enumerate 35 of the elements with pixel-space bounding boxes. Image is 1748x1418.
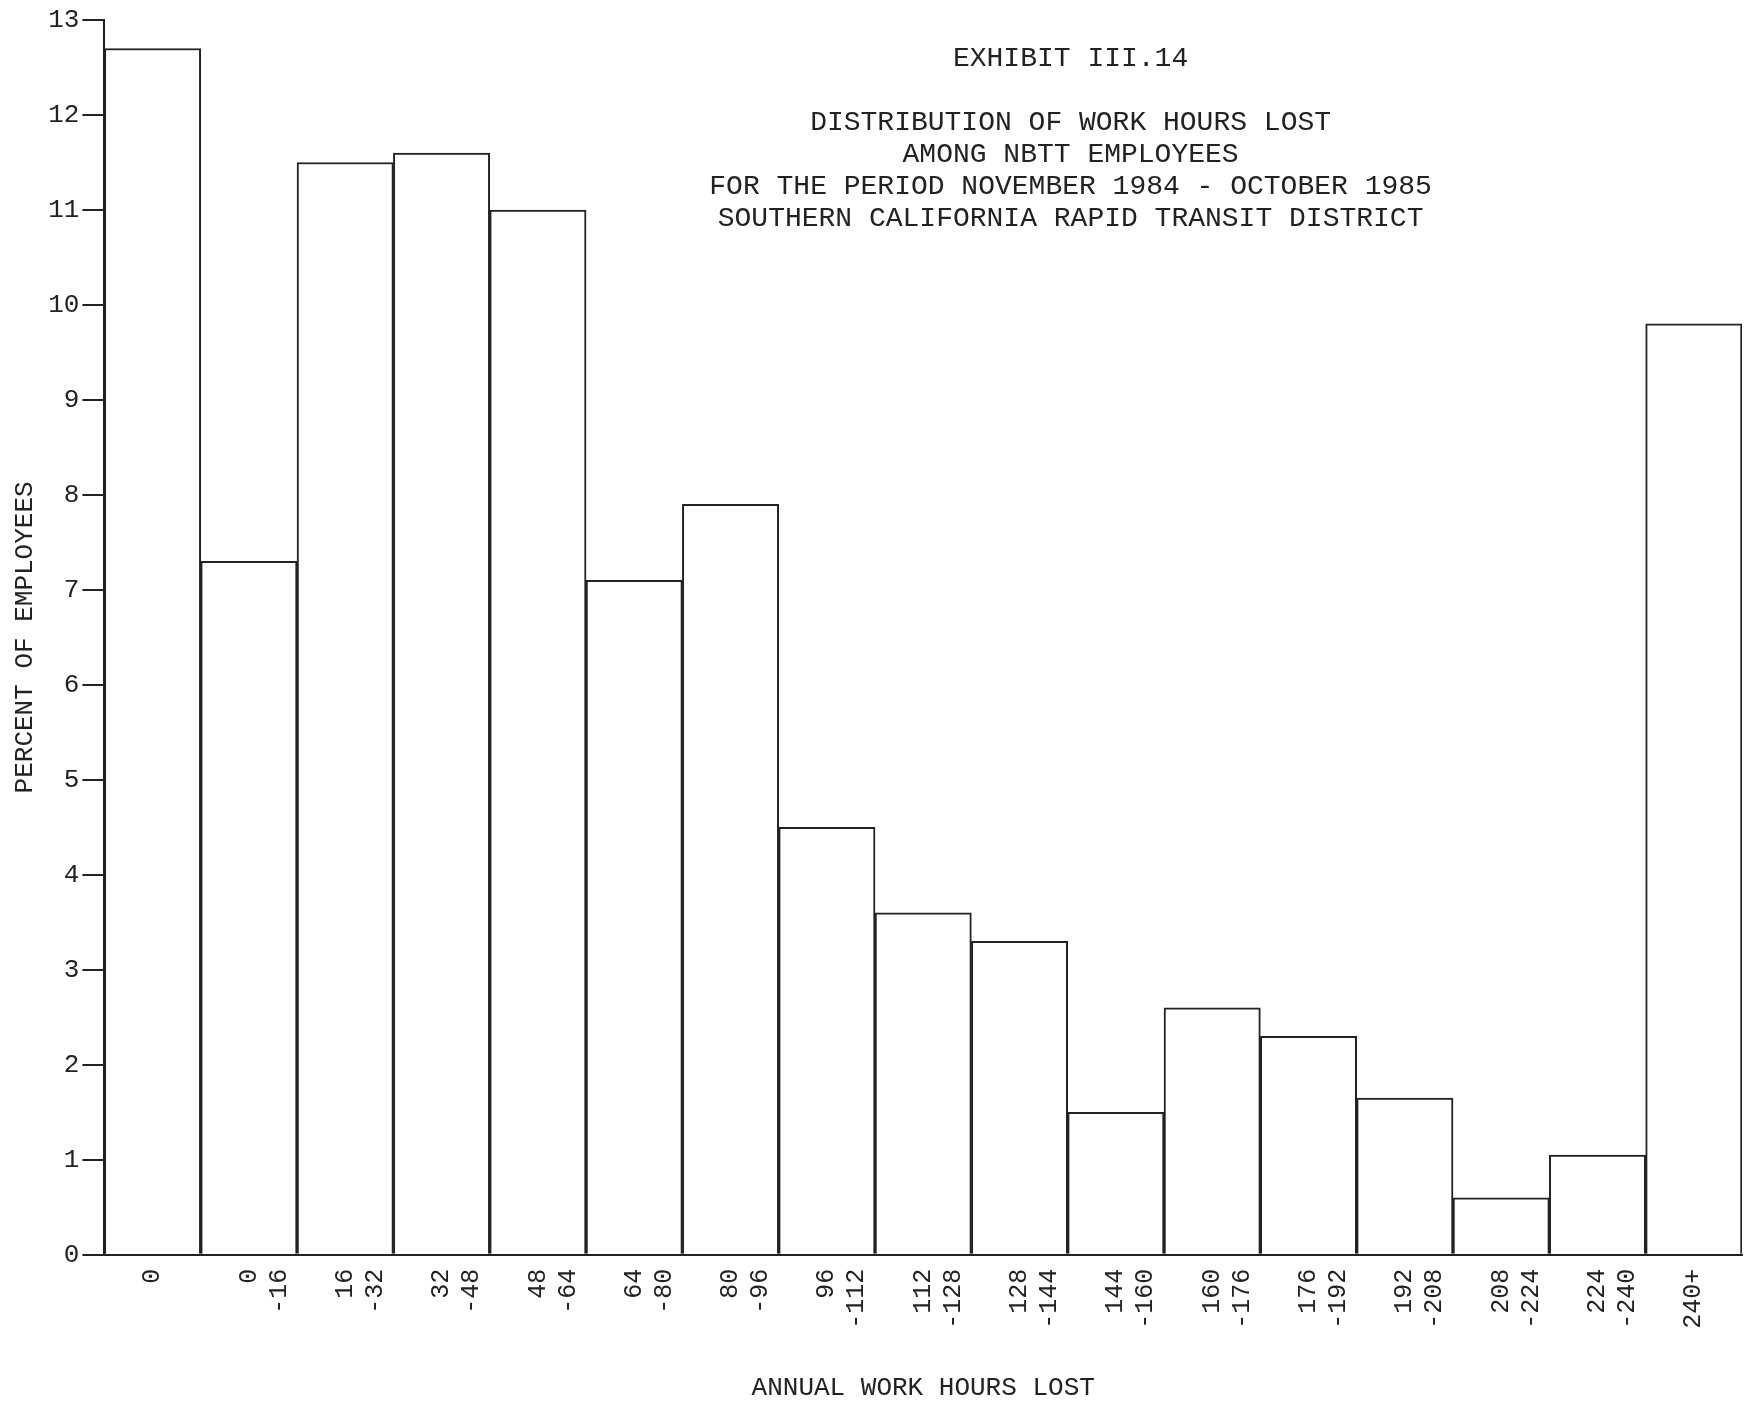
x-tick-label: 0 xyxy=(138,1268,168,1284)
text: DISTRIBUTION OF WORK HOURS LOST AMONG NBTT EMPLOYEES FOR THE PERIOD NOVEMBER 1984 - OCTOBER 1985 SOUTHERN CALIFORNIA RAPID TRANSIT DISTRICT xyxy=(709,107,1432,235)
x-tick-label: 96 -112 xyxy=(812,1268,872,1329)
x-tick-label: 160 -176 xyxy=(1197,1268,1257,1329)
y-tick-label: 10 xyxy=(48,289,80,320)
y-tick-label: 12 xyxy=(48,99,80,130)
y-tick-label: 3 xyxy=(63,954,80,985)
x-tick-label: 176 -192 xyxy=(1294,1268,1354,1329)
text: EXHIBIT III.14 xyxy=(952,43,1189,75)
y-tick-label: 6 xyxy=(63,669,80,700)
y-tick-label: 5 xyxy=(63,764,80,795)
y-tick-label: 0 xyxy=(63,1239,80,1270)
y-tick-label: 8 xyxy=(63,479,80,510)
y-tick-label: 9 xyxy=(63,384,80,415)
y-tick-label: 11 xyxy=(48,194,80,225)
x-tick-label: 0 -16 xyxy=(234,1268,294,1314)
y-tick-label: 7 xyxy=(63,574,80,605)
x-tick-label: 224 -240 xyxy=(1583,1268,1643,1329)
y-tick-label: 1 xyxy=(63,1144,80,1175)
x-tick-label: 80 -96 xyxy=(716,1268,776,1314)
y-tick-label: 2 xyxy=(63,1049,80,1080)
x-axis-title: ANNUAL WORK HOURS LOST xyxy=(751,1373,1095,1404)
x-tick-label: 32 -48 xyxy=(427,1268,487,1314)
x-tick-label: 48 -64 xyxy=(523,1268,583,1314)
x-tick-label: 128 -144 xyxy=(1005,1268,1065,1329)
x-tick-label: 16 -32 xyxy=(330,1268,390,1314)
y-axis-title: PERCENT OF EMPLOYEES xyxy=(10,481,41,794)
x-tick-label: 192 -208 xyxy=(1390,1268,1450,1329)
x-tick-label: 64 -80 xyxy=(619,1268,679,1314)
y-tick-label: 4 xyxy=(63,859,80,890)
x-tick-label: 240+ xyxy=(1679,1268,1709,1329)
x-tick-label: 112 -128 xyxy=(908,1268,968,1329)
x-tick-label: 208 -224 xyxy=(1486,1268,1546,1329)
y-tick-label: 13 xyxy=(48,4,80,35)
x-tick-label: 144 -160 xyxy=(1101,1268,1161,1329)
